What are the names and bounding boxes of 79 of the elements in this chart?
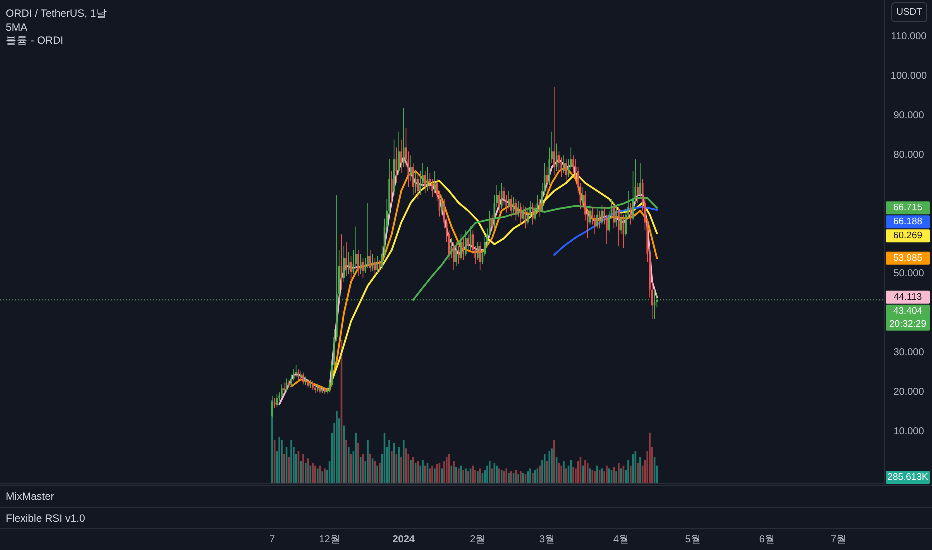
annotation: 볼륨 - ORDI (6, 35, 64, 47)
x-tick-label: 2월 (470, 534, 486, 546)
text: Flexible RSI v1.0 (6, 513, 86, 525)
x-tick-label: 3월 (539, 534, 556, 546)
candlestick (456, 242, 458, 267)
x-tick-label: 12월 (319, 534, 340, 546)
candlestick (348, 252, 350, 274)
candlestick (539, 198, 541, 218)
candlestick (424, 171, 426, 194)
candlestick (532, 202, 534, 226)
annotation: 53.985 (893, 252, 923, 264)
candlestick (302, 372, 304, 386)
annotation: 5MA (6, 22, 28, 34)
candlestick (498, 190, 500, 214)
candlestick (379, 260, 381, 273)
candlestick (508, 190, 510, 210)
text: MixMaster (6, 491, 55, 503)
candlestick (343, 246, 346, 282)
y-tick-label: 80.000 (894, 150, 925, 162)
candlestick (281, 384, 283, 398)
y-tick-label: 100.000 (890, 71, 928, 82)
candlestick (554, 86, 556, 176)
candlestick (434, 171, 436, 194)
candlestick (376, 256, 378, 274)
y-tick-label: 110.000 (891, 32, 928, 43)
candlestick (572, 155, 574, 174)
annotation: 43.404 (893, 306, 923, 317)
candlestick (402, 108, 405, 168)
annotation: 44.113 (894, 292, 922, 303)
candlestick (314, 384, 316, 394)
candlestick (510, 194, 512, 218)
candlestick (370, 250, 372, 273)
candlestick (300, 370, 302, 380)
candlestick (304, 376, 307, 386)
x-tick-label: 4월 (614, 534, 630, 546)
candlestick (462, 238, 465, 261)
candlestick (283, 382, 286, 394)
candlestick (630, 202, 632, 226)
candlestick (412, 163, 414, 196)
candlestick (453, 242, 455, 271)
annotation: 285.613K (888, 472, 929, 483)
candlestick (520, 202, 522, 226)
x-tick-label: 2024 (392, 534, 416, 546)
candlestick (563, 155, 565, 174)
candlestick (618, 206, 620, 247)
annotation: 66.188 (893, 216, 923, 228)
candlestick (596, 208, 598, 230)
annotation: 66.715 (893, 202, 923, 214)
candlestick (360, 254, 362, 274)
candlestick (518, 200, 520, 218)
candlestick (272, 396, 274, 419)
text: ORDI / TetherUS, 1날 (6, 8, 108, 20)
x-tick-label: 7 (270, 534, 276, 546)
line-series (554, 206, 658, 256)
candlestick (358, 250, 360, 276)
annotation: USDT (896, 7, 923, 18)
candlestick (398, 132, 400, 176)
y-tick-label: 20.000 (894, 387, 925, 398)
candlestick (441, 194, 444, 216)
candlestick (522, 204, 524, 222)
x-tick-label: 6월 (759, 534, 775, 546)
candlestick (400, 139, 402, 174)
annotation: 20:32:29 (890, 318, 926, 330)
candlestick (565, 159, 568, 182)
candlestick (346, 242, 348, 276)
y-tick-label: 30.000 (894, 348, 925, 359)
candlestick (410, 155, 412, 182)
candlestick (467, 234, 470, 253)
candlestick (616, 206, 618, 228)
y-tick-label: 10.000 (894, 426, 925, 438)
x-tick-label: 5월 (685, 534, 701, 546)
y-tick-label: 50.000 (894, 268, 925, 280)
y-tick-label: 90.000 (894, 110, 925, 122)
candlestick (477, 242, 479, 261)
candlestick (637, 182, 639, 204)
candlestick (465, 230, 467, 257)
x-tick-label: 7월 (831, 534, 847, 546)
annotation: 60.269 (893, 230, 923, 242)
candlestick (391, 171, 393, 204)
